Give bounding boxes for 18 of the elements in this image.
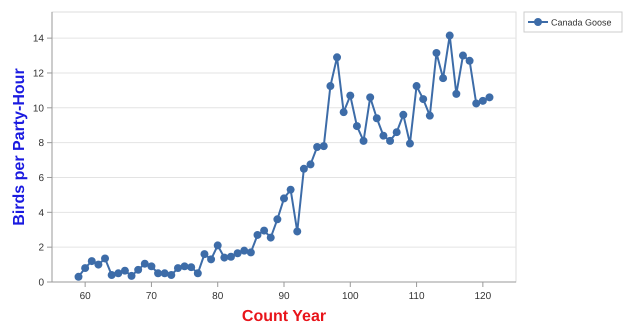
x-tick-label: 120: [474, 291, 492, 302]
x-tick-label: 90: [278, 291, 290, 302]
y-tick-label: 10: [32, 103, 44, 114]
y-tick-label: 4: [38, 208, 44, 219]
y-tick-label: 8: [38, 138, 44, 150]
x-axis-title: Count Year: [242, 308, 326, 325]
x-tick-label: 80: [212, 291, 224, 302]
y-axis-title: Birds per Party-Hour: [11, 68, 28, 226]
y-tick-label: 12: [32, 68, 44, 80]
x-tick-label: 70: [146, 291, 158, 302]
x-tick-label: 100: [342, 291, 360, 302]
y-tick-label: 2: [38, 242, 44, 254]
x-tick-label: 60: [80, 291, 92, 302]
x-tick-label: 110: [408, 291, 425, 302]
legend-label: Canada Goose: [551, 18, 612, 28]
y-tick-label: 14: [32, 34, 44, 45]
y-tick-label: 0: [38, 278, 44, 288]
y-tick-label: 6: [38, 172, 44, 184]
